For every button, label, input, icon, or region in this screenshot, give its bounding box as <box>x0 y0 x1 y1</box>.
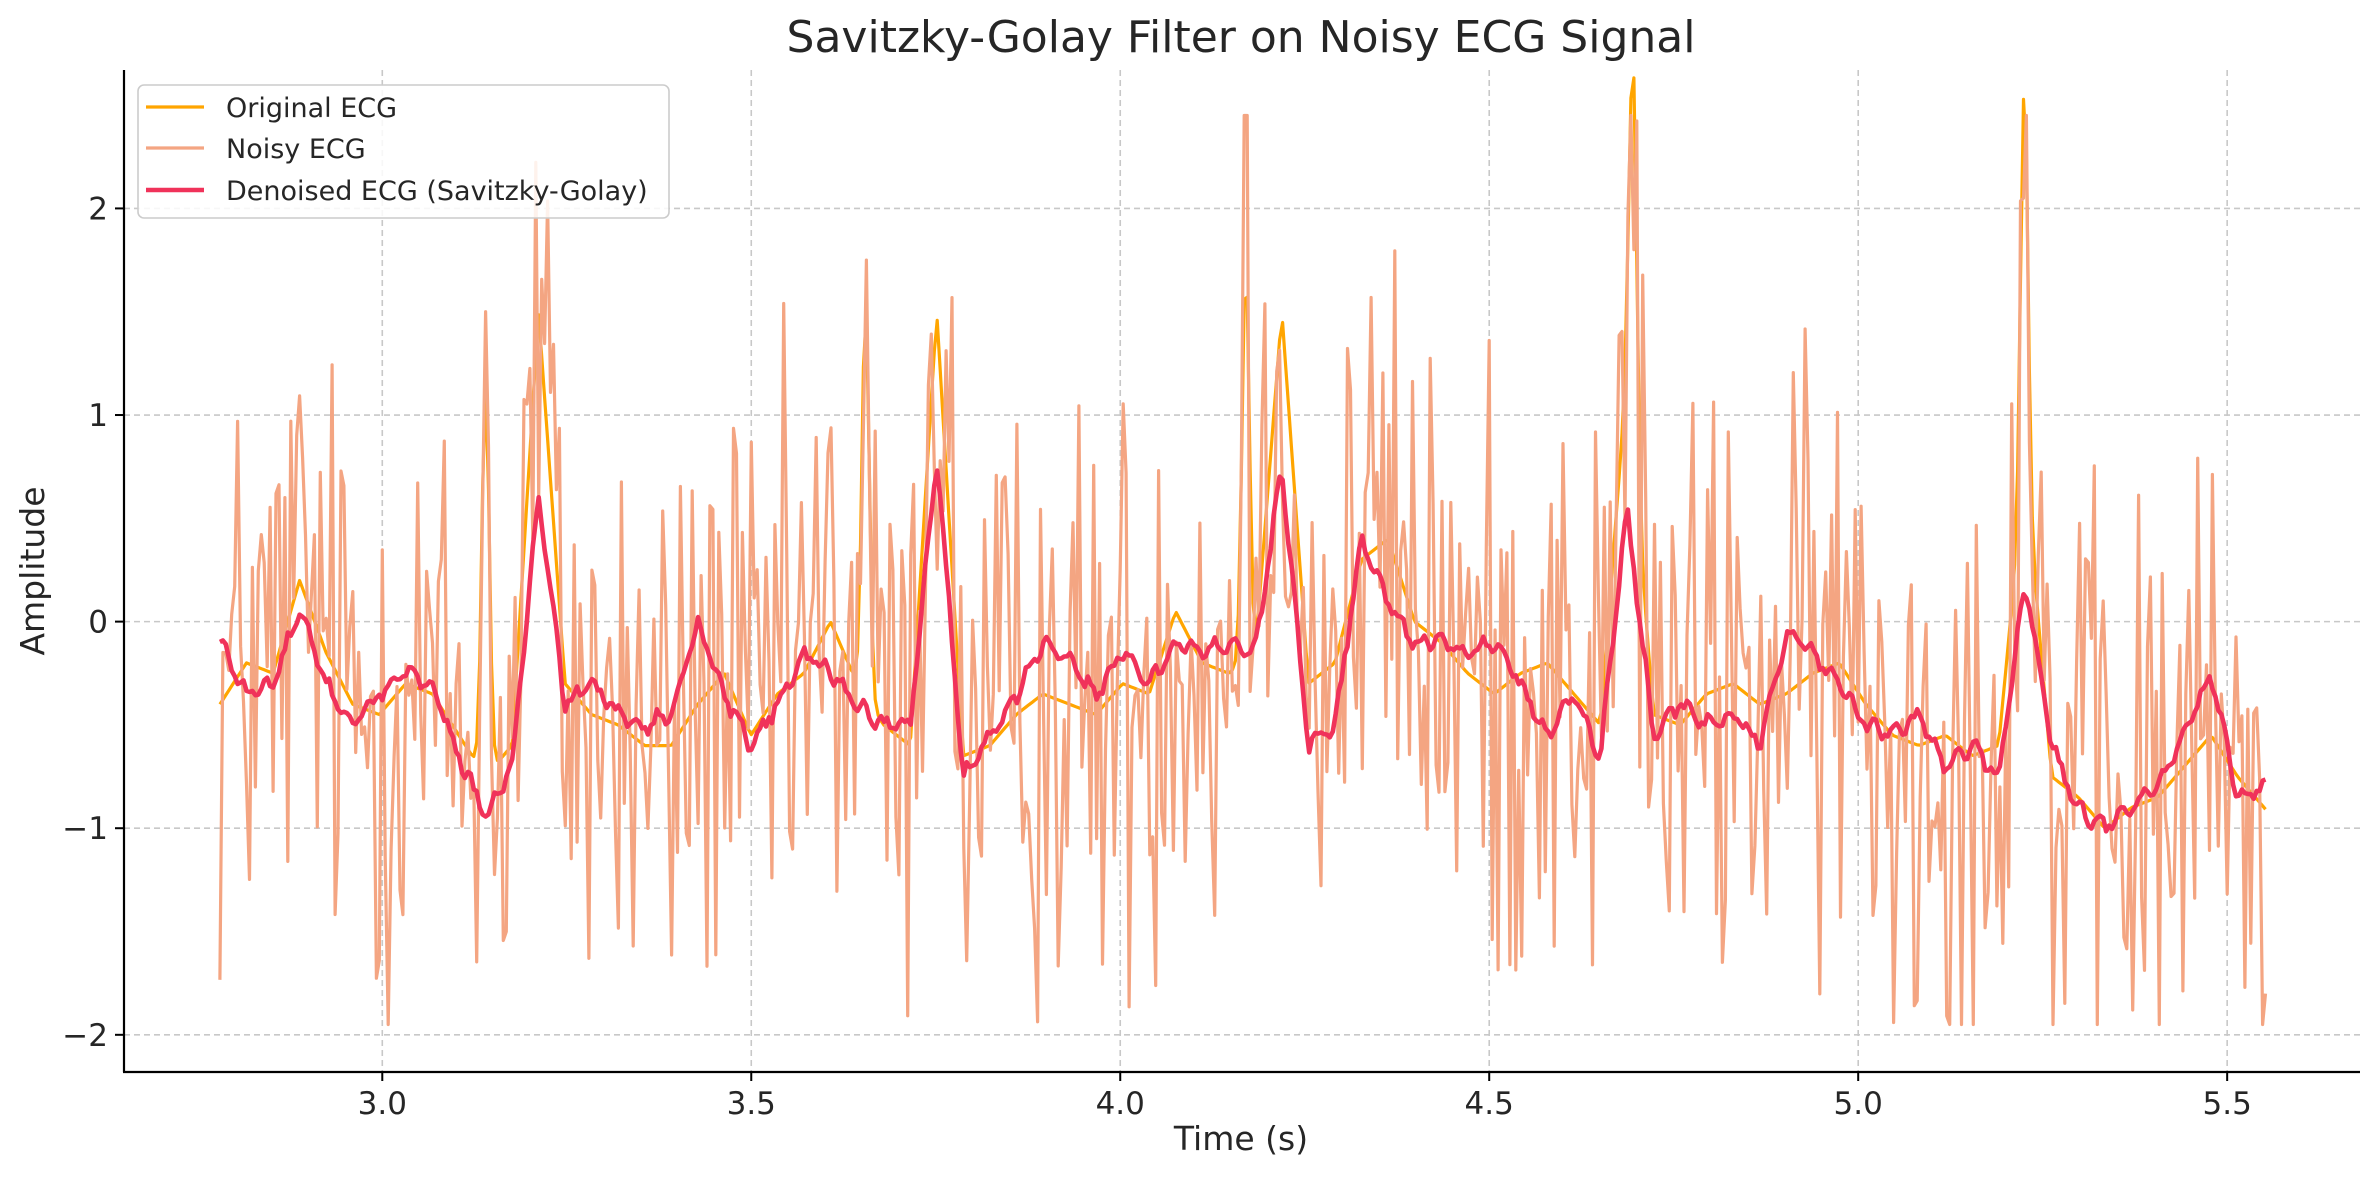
y-tick-label: 1 <box>88 398 108 434</box>
series-noisy-ecg <box>218 113 2268 1027</box>
x-tick-label: 4.0 <box>1096 1086 1145 1122</box>
legend-label-noisy: Noisy ECG <box>226 134 366 165</box>
x-tick-label: 3.5 <box>727 1086 776 1122</box>
series-layer <box>218 76 2268 1027</box>
y-tick-label: −2 <box>62 1018 108 1054</box>
legend-box <box>137 84 670 219</box>
x-axis-label: Time (s) <box>1173 1119 1308 1158</box>
x-ticks: 3.0 3.5 4.0 4.5 5.0 5.5 <box>358 1072 2252 1122</box>
y-axis-label: Amplitude <box>13 486 52 655</box>
x-tick-label: 5.5 <box>2203 1086 2252 1122</box>
chart-title: Savitzky-Golay Filter on Noisy ECG Signa… <box>787 12 1696 63</box>
axes <box>122 70 2360 1074</box>
y-tick-label: 2 <box>88 191 108 227</box>
x-tick-label: 3.0 <box>358 1086 407 1122</box>
y-tick-label: −1 <box>62 811 108 847</box>
y-tick-label: 0 <box>88 605 108 641</box>
x-tick-label: 4.5 <box>1465 1086 1514 1122</box>
legend-label-denoised: Denoised ECG (Savitzky-Golay) <box>226 176 648 207</box>
x-tick-label: 5.0 <box>1834 1086 1883 1122</box>
legend: Original ECG Noisy ECG Denoised ECG (Sav… <box>137 84 670 219</box>
y-ticks: −2 −1 0 1 2 <box>62 191 124 1054</box>
legend-label-original: Original ECG <box>226 93 397 124</box>
series-denoised-ecg <box>218 468 2267 834</box>
